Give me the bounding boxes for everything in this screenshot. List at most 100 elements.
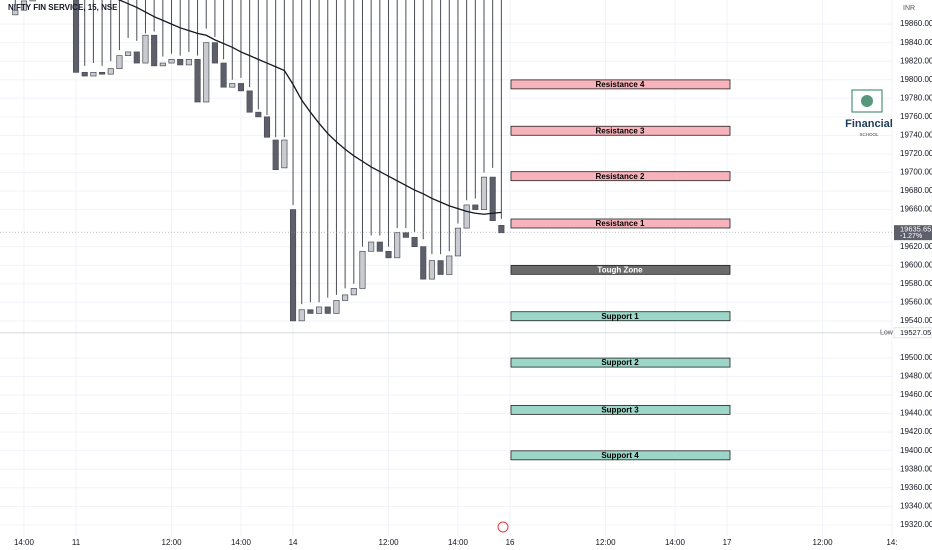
candle-body — [194, 58, 201, 103]
candle-body — [159, 62, 166, 67]
candle-body — [125, 51, 132, 56]
candle-body — [298, 309, 305, 322]
candle-body — [333, 300, 340, 314]
candle-body — [489, 176, 496, 222]
y-tick-label: 19500.00 — [900, 353, 932, 362]
moving-average — [117, 0, 502, 215]
zone-box — [510, 125, 731, 136]
candle-body — [428, 260, 435, 280]
y-tick-label: 19760.00 — [900, 112, 932, 121]
candle-body — [116, 55, 123, 69]
y-tick-label: 19420.00 — [900, 427, 932, 436]
x-tick-label: 14 — [289, 538, 298, 547]
y-tick-label: 19600.00 — [900, 260, 932, 269]
candle-body — [411, 237, 418, 248]
x-tick-label: 14: — [886, 538, 897, 547]
y-tick-label: 19620.00 — [900, 242, 932, 251]
time-axis — [0, 536, 893, 550]
candle-body — [237, 83, 245, 92]
candle-body — [342, 294, 349, 301]
candle-body — [229, 83, 236, 88]
y-tick-label: 19460.00 — [900, 390, 932, 399]
last-price-change: -1.27% — [900, 233, 922, 240]
zone-label: Resistance 3 — [596, 126, 645, 135]
x-tick-label: 12:00 — [813, 538, 834, 547]
x-tick-label: 14:00 — [448, 538, 469, 547]
y-tick-label: 19320.00 — [900, 520, 932, 529]
candle-body — [385, 250, 392, 259]
candle-body — [454, 227, 462, 257]
y-tick-label: 19740.00 — [900, 131, 932, 140]
candle-body — [402, 232, 409, 238]
x-tick-label: 16 — [506, 538, 515, 547]
y-tick-label: 19840.00 — [900, 38, 932, 47]
candle-body — [211, 42, 218, 64]
x-tick-label: 11 — [72, 538, 81, 547]
y-tick-label: 19400.00 — [900, 446, 932, 455]
candle-body — [203, 42, 210, 103]
candle-body — [20, 0, 28, 11]
zone-label: Resistance 1 — [596, 219, 645, 228]
candle-body — [289, 209, 297, 322]
candle-body — [420, 246, 427, 280]
candle-body — [281, 139, 288, 169]
candle-body — [246, 90, 253, 113]
chart-title: NIFTY FIN SERVICE, 15, NSE — [8, 3, 118, 12]
y-tick-label: 19440.00 — [900, 409, 932, 418]
logo-title: Financial — [845, 118, 893, 130]
y-tick-label: 19660.00 — [900, 205, 932, 214]
y-tick-label: 19780.00 — [900, 93, 932, 102]
candle-body — [72, 0, 80, 73]
plot-area: Resistance 4 Resistance 3 Resistance 2 Resi… — [0, 0, 893, 461]
candle-body — [437, 260, 444, 275]
axes: 19320.00 19340.00 19360.00 19380.00 19400.00… — [14, 19, 932, 547]
candle-body — [90, 71, 97, 77]
y-tick-label: 19560.00 — [900, 297, 932, 306]
zone-box — [510, 404, 731, 415]
zone-box — [510, 264, 731, 275]
zone-box — [510, 450, 731, 461]
y-tick-label: 19580.00 — [900, 279, 932, 288]
zone-box — [510, 311, 731, 322]
candle-body — [316, 306, 323, 314]
candle-body — [107, 68, 114, 75]
candle-body — [272, 139, 279, 171]
y-tick-label: 19360.00 — [900, 483, 932, 492]
candle-body — [359, 250, 366, 289]
x-tick-label: 17 — [723, 538, 732, 547]
x-tick-label: 14:00 — [14, 538, 35, 547]
candle-body — [142, 34, 149, 64]
currency: INR — [903, 5, 915, 12]
last-price-tag — [894, 225, 932, 241]
y-tick-label: 19800.00 — [900, 75, 932, 84]
y-tick-label: 19680.00 — [900, 186, 932, 195]
y-tick-label: 19860.00 — [900, 19, 932, 28]
logo-subtitle: SCHOOL — [859, 132, 879, 137]
candle-body — [307, 309, 314, 314]
candle-body — [472, 204, 479, 210]
candle-body — [463, 204, 470, 229]
candle-body — [324, 306, 331, 314]
y-tick-label: 19540.00 — [900, 316, 932, 325]
zone-label: Support 2 — [601, 358, 639, 367]
low-label: 19527.05 — [900, 328, 931, 337]
y-tick-label: 19340.00 — [900, 501, 932, 510]
candle-body — [263, 116, 271, 138]
y-tick-label: 19380.00 — [900, 464, 932, 473]
candle-body — [185, 58, 192, 66]
candle-body — [480, 176, 488, 210]
zone-box — [510, 218, 731, 229]
candle-body — [81, 71, 88, 77]
watermark: Financial SCHOOL — [845, 89, 893, 137]
zone-label: Resistance 4 — [596, 80, 645, 89]
zone-box — [510, 79, 731, 90]
price-axis — [893, 0, 932, 550]
zone-label: Support 1 — [601, 312, 639, 321]
candle-body — [99, 71, 106, 75]
candle-body — [151, 34, 158, 67]
logo-frame — [851, 89, 883, 113]
y-tick-label: 19700.00 — [900, 168, 932, 177]
low-text: Low — [880, 330, 894, 337]
event-icon[interactable] — [497, 521, 509, 533]
